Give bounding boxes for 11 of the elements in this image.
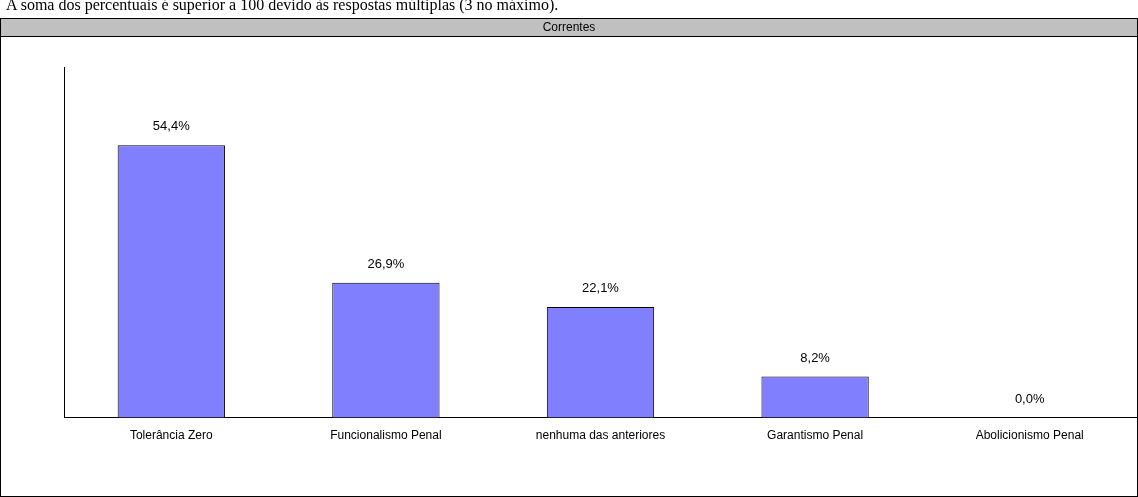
x-tick-label: Garantismo Penal <box>767 428 864 443</box>
x-tick-label: nenhuma das anteriores <box>535 428 666 443</box>
x-tick-label: Abolicionismo Penal <box>975 428 1084 443</box>
data-label: 54,4% <box>152 118 191 134</box>
data-label: 22,1% <box>582 279 620 295</box>
data-label: 0,0% <box>1014 390 1045 406</box>
chart-title: Correntes <box>1 19 1137 37</box>
x-tick-label: Tolerância Zero <box>129 428 213 443</box>
data-label: 26,9% <box>367 255 405 271</box>
x-tick-label: Funcionalismo Penal <box>330 428 442 443</box>
data-label: 8,2% <box>800 349 831 365</box>
